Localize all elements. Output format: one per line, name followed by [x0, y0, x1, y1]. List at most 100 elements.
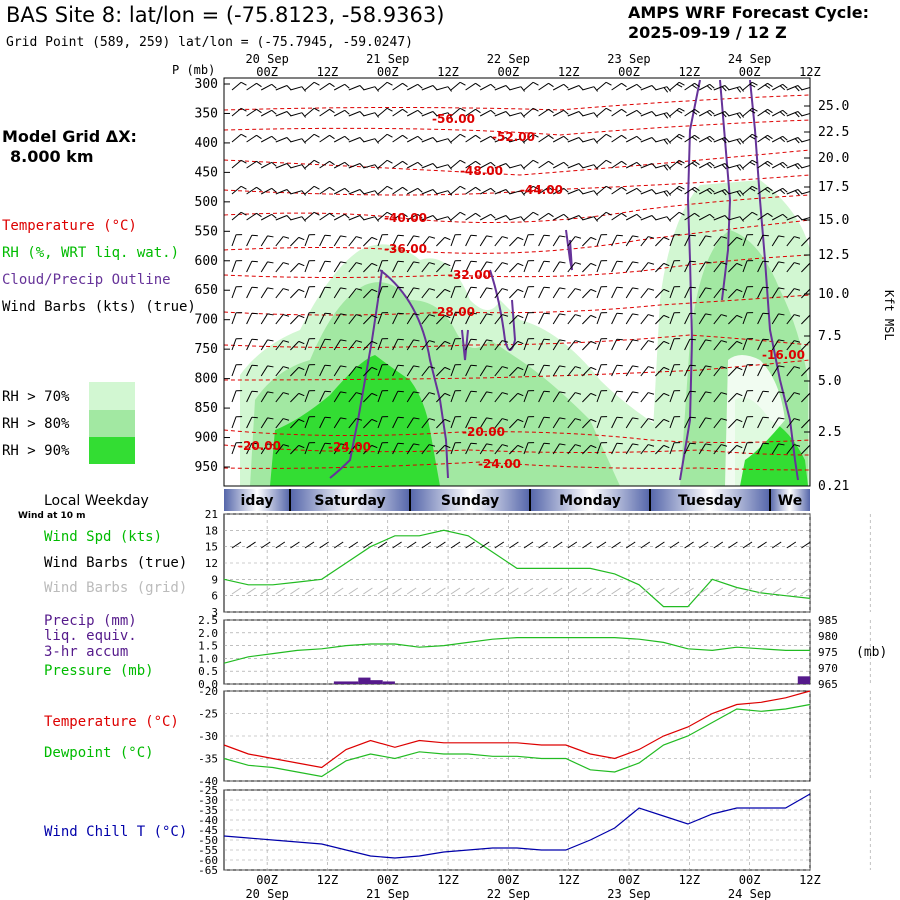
- wind-barb-flag: [283, 340, 290, 343]
- wind-barb-flag: [240, 133, 247, 138]
- wind-barb: [231, 107, 242, 117]
- wind-barb: [640, 366, 649, 377]
- surface-wind-barb: [523, 541, 534, 549]
- wind-barb-flag: [271, 83, 277, 89]
- wind-barb-flag: [705, 261, 712, 264]
- wind-barb: [552, 135, 565, 143]
- wind-barb: [786, 366, 795, 377]
- wind-barb: [231, 260, 237, 273]
- wind-barb-flag: [459, 211, 466, 216]
- wind-barb: [625, 313, 633, 325]
- wind-barb-flag: [344, 213, 350, 219]
- wind-barb: [333, 313, 341, 325]
- wind-barb: [363, 138, 376, 143]
- wind-barb-flag: [559, 391, 566, 394]
- wind-speed-panel: 3 6 9 12 15 18 21: [205, 508, 871, 619]
- wind-barb: [348, 85, 361, 91]
- wind-barb: [655, 138, 668, 143]
- wind-barb: [392, 312, 399, 325]
- wind-barb-flag: [505, 85, 511, 91]
- wind-barb-flag: [447, 112, 452, 118]
- wind-barb: [348, 137, 361, 143]
- wind-barb: [801, 87, 810, 91]
- wind-barb-flag: [502, 262, 509, 265]
- grid-wind-barb: [786, 587, 797, 595]
- wind-barb: [494, 262, 503, 273]
- wind-barb-flag: [705, 235, 712, 238]
- wind-barb: [567, 366, 576, 377]
- wind-barb: [392, 260, 399, 273]
- wind-barb: [246, 442, 253, 455]
- wind-barb-flag: [590, 236, 597, 241]
- wind-barb: [392, 338, 399, 351]
- wind-barb: [640, 418, 649, 429]
- wind-barb: [625, 83, 638, 91]
- grid-wind-barb: [479, 587, 490, 595]
- wind-barb-flag: [779, 85, 786, 91]
- surface-wind-barb: [494, 541, 505, 549]
- surface-wind-barb: [611, 541, 621, 549]
- wind-barb-flag: [809, 113, 810, 115]
- wind-barb: [421, 189, 434, 195]
- wind-barb-flag: [676, 83, 683, 88]
- kft-axis-label: Kft MSL: [882, 290, 896, 341]
- grid-wind-barb: [611, 587, 621, 595]
- wind-barb: [742, 442, 748, 455]
- grid-wind-barb: [523, 587, 534, 595]
- hour-label: 12Z: [558, 873, 580, 887]
- wind-barb: [801, 263, 810, 273]
- wind-barb: [786, 314, 795, 325]
- wind-barb: [246, 312, 253, 325]
- wind-barb: [392, 416, 399, 429]
- wind-barb: [538, 260, 545, 273]
- wind-barb: [523, 312, 529, 325]
- wind-barb-flag: [778, 391, 785, 394]
- wind-barb-flag: [709, 135, 715, 141]
- wind-barb-flag: [563, 187, 569, 193]
- wind-barb: [728, 289, 738, 299]
- wind-barb: [567, 215, 580, 221]
- wind-barb-flag: [502, 444, 509, 447]
- wind-barb: [523, 338, 529, 351]
- weekday-label: Saturday: [314, 493, 385, 509]
- wind-barb: [392, 390, 399, 403]
- wind-barb: [757, 442, 764, 455]
- wind-barb-flag: [678, 159, 685, 164]
- wind-barb: [713, 215, 726, 221]
- wind-barb-flag: [590, 314, 597, 319]
- day-label: 23 Sep: [607, 887, 650, 900]
- wind-barb-flag: [490, 161, 496, 167]
- wind-barb: [567, 418, 576, 429]
- wind-barb: [669, 159, 680, 169]
- wind-barb-flag: [359, 189, 365, 195]
- wind-barb-flag: [590, 366, 597, 371]
- wind-barb-flag: [517, 262, 524, 267]
- wind-barb: [611, 260, 618, 273]
- wind-barb-flag: [651, 189, 657, 195]
- wind-barb: [698, 135, 711, 143]
- hour-label: 12Z: [678, 873, 700, 887]
- wind-barb: [742, 312, 748, 325]
- wind-barb-flag: [751, 159, 758, 164]
- wind-barb-flag: [706, 85, 713, 91]
- wind-barb: [552, 109, 565, 117]
- wind-barb-flag: [256, 212, 262, 218]
- wind-barb: [406, 109, 419, 117]
- wind-barb: [377, 81, 388, 91]
- wind-barb-flag: [749, 161, 756, 166]
- wind-barb-flag: [298, 236, 305, 241]
- wind-barb: [494, 392, 503, 403]
- surface-wind-barb: [436, 541, 446, 549]
- y-tick-label: 2.5: [198, 614, 218, 627]
- wind-barb: [728, 445, 738, 455]
- temperature-labels: -56.00 -52.00 -48.00 -44.00 -40.00 -36.0…: [238, 112, 805, 471]
- wind-barb-flag: [782, 83, 788, 89]
- wind-barb-flag: [286, 111, 292, 117]
- grid-wind-barb: [436, 587, 446, 595]
- wind-barb-flag: [359, 137, 365, 143]
- wind-barb: [494, 418, 503, 429]
- precip-bar: [358, 677, 371, 684]
- wind-barb-flag: [651, 137, 657, 143]
- wind-barb-flag: [559, 339, 566, 342]
- wind-barb: [698, 235, 706, 247]
